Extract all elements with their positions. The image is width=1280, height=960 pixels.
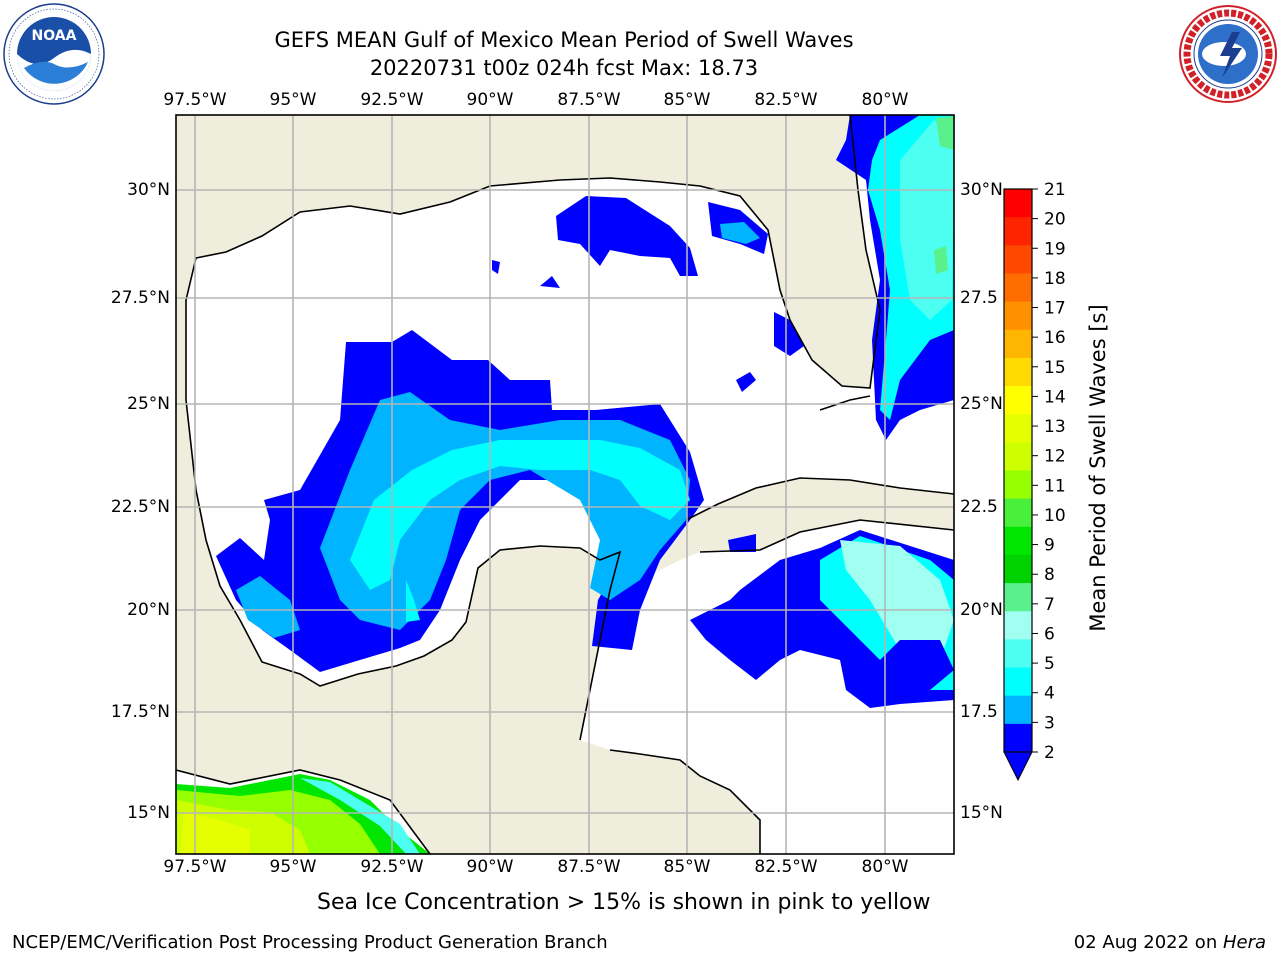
- noaa-logo-text: NOAA: [32, 28, 77, 44]
- lon-tick-top: 85°W: [663, 90, 711, 110]
- lat-tick-right: 25°N: [960, 394, 1003, 414]
- swell-speck-3: [736, 372, 756, 392]
- map-frame: [175, 114, 955, 855]
- lon-tick-top: 80°W: [861, 90, 909, 110]
- chart-title: GEFS MEAN Gulf of Mexico Mean Period of …: [274, 28, 854, 52]
- lon-tick-bottom: 90°W: [466, 857, 514, 877]
- swell-band-2-4s-florida-west: [774, 312, 804, 356]
- lon-tick-top: 97.5°W: [163, 90, 227, 110]
- swell-band-8-9s-caribbean: [840, 540, 954, 660]
- lat-tick-right: 22.5: [960, 497, 998, 517]
- swell-band-13-14s-pacific: [180, 812, 250, 854]
- swell-speck-2: [540, 276, 560, 288]
- footer-date-text: 02 Aug 2022 on: [1073, 932, 1223, 953]
- swell-band-6-8s-spot: [406, 580, 420, 622]
- noaa-logo: NOAA: [3, 3, 105, 105]
- swell-speck-4: [728, 534, 756, 552]
- lon-tick-bottom: 85°W: [663, 857, 711, 877]
- lat-tick-left: 30°N: [127, 180, 170, 200]
- lat-tick-left: 20°N: [127, 600, 170, 620]
- footer-date: 02 Aug 2022 on Hera: [1074, 932, 1266, 953]
- lon-tick-top: 95°W: [269, 90, 317, 110]
- lon-tick-bottom: 97.5°W: [163, 857, 227, 877]
- swell-band-coastal-pacific: [300, 778, 420, 854]
- swell-band-2-4s-north: [556, 196, 698, 276]
- lat-tick-left: 25°N: [127, 394, 170, 414]
- lat-tick-left: 17.5°N: [110, 702, 170, 722]
- lon-tick-top: 82.5°W: [754, 90, 818, 110]
- footer-credit: NCEP/EMC/Verification Post Processing Pr…: [12, 932, 608, 953]
- swell-speck-1: [492, 260, 500, 274]
- lon-tick-bottom: 87.5°W: [557, 857, 621, 877]
- lat-tick-right: 27.5: [960, 288, 998, 308]
- lat-tick-right: 20°N: [960, 600, 1003, 620]
- lon-tick-top: 92.5°W: [360, 90, 424, 110]
- swell-band-6-8s-gulf: [350, 440, 690, 590]
- swell-band-4-6s-west: [236, 576, 300, 638]
- nws-logo: [1179, 5, 1277, 103]
- footer-host: Hera: [1222, 932, 1266, 953]
- gridlines: [176, 115, 954, 854]
- lat-tick-right: 15°N: [960, 803, 1003, 823]
- swell-band-9-10s-spot: [934, 246, 948, 274]
- sea-ice-note: Sea Ice Concentration > 15% is shown in …: [317, 890, 931, 915]
- lon-tick-bottom: 82.5°W: [754, 857, 818, 877]
- lon-tick-bottom: 80°W: [861, 857, 909, 877]
- lon-tick-bottom: 95°W: [269, 857, 317, 877]
- lat-tick-right: 17.5: [960, 702, 998, 722]
- lat-tick-left: 15°N: [127, 803, 170, 823]
- chart-subtitle: 20220731 t00z 024h fcst Max: 18.73: [369, 56, 759, 80]
- swell-band-2-4s-caribbean-inner: [880, 640, 954, 690]
- lat-tick-left: 22.5°N: [110, 497, 170, 517]
- lat-tick-right: 30°N: [960, 180, 1003, 200]
- lat-tick-left: 27.5°N: [110, 288, 170, 308]
- lon-tick-bottom: 92.5°W: [360, 857, 424, 877]
- swell-band-4-6s-northeast: [720, 222, 760, 244]
- swell-band-9-10s-atlantic: [936, 116, 954, 150]
- lon-tick-top: 90°W: [466, 90, 514, 110]
- lon-tick-top: 87.5°W: [557, 90, 621, 110]
- colorbar-label: Mean Period of Swell Waves [s]: [1086, 304, 1110, 632]
